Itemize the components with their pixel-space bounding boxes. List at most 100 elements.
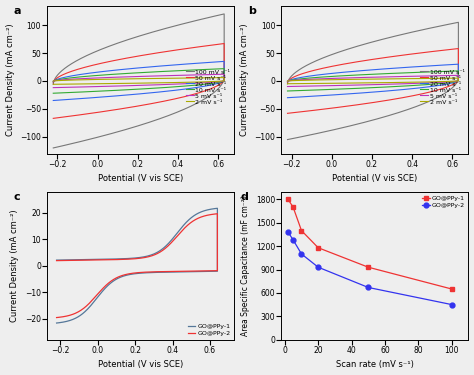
100 mV s⁻¹ xyxy=(400,32,406,36)
X-axis label: Scan rate (mV s⁻¹): Scan rate (mV s⁻¹) xyxy=(336,360,414,369)
10 mV s⁻¹ xyxy=(447,80,452,85)
Line: 50 mV s⁻¹: 50 mV s⁻¹ xyxy=(53,44,224,118)
Text: d: d xyxy=(240,192,248,202)
GO@PPy-1 xyxy=(96,257,102,262)
100 mV s⁻¹ xyxy=(50,146,56,150)
2 mV s⁻¹ xyxy=(212,79,218,84)
GO@PPy-1 xyxy=(193,212,199,216)
10 mV s⁻¹ xyxy=(205,82,211,86)
GO@PPy-2 xyxy=(54,258,59,263)
10 mV s⁻¹ xyxy=(50,79,56,84)
Legend: 100 mV s⁻¹, 50 mV s⁻¹, 20 mV s⁻¹, 10 mV s⁻¹, 5 mV s⁻¹, 2 mV s⁻¹: 100 mV s⁻¹, 50 mV s⁻¹, 20 mV s⁻¹, 10 mV … xyxy=(185,69,231,105)
10 mV s⁻¹ xyxy=(285,89,291,93)
Line: GO@PPy-1: GO@PPy-1 xyxy=(286,197,454,291)
10 mV s⁻¹ xyxy=(342,74,348,78)
Text: c: c xyxy=(14,192,20,202)
50 mV s⁻¹ xyxy=(221,41,227,46)
GO@PPy-2 xyxy=(365,285,371,290)
GO@PPy-2 xyxy=(54,315,59,320)
100 mV s⁻¹ xyxy=(205,94,211,99)
GO@PPy-1 xyxy=(162,244,168,249)
GO@PPy-1 xyxy=(299,228,304,233)
Line: 2 mV s⁻¹: 2 mV s⁻¹ xyxy=(53,78,224,84)
20 mV s⁻¹ xyxy=(50,98,56,103)
10 mV s⁻¹ xyxy=(456,69,461,73)
5 mV s⁻¹ xyxy=(50,86,56,90)
50 mV s⁻¹ xyxy=(96,62,101,66)
GO@PPy-1 xyxy=(449,287,455,291)
2 mV s⁻¹ xyxy=(199,76,204,80)
20 mV s⁻¹ xyxy=(439,82,445,87)
5 mV s⁻¹ xyxy=(221,72,227,76)
10 mV s⁻¹ xyxy=(199,68,204,72)
5 mV s⁻¹ xyxy=(212,80,218,84)
10 mV s⁻¹ xyxy=(50,91,56,96)
Line: 2 mV s⁻¹: 2 mV s⁻¹ xyxy=(288,78,458,84)
20 mV s⁻¹ xyxy=(212,82,218,86)
50 mV s⁻¹ xyxy=(205,87,211,92)
100 mV s⁻¹ xyxy=(447,88,452,92)
2 mV s⁻¹ xyxy=(400,76,406,81)
Legend: 100 mV s⁻¹, 50 mV s⁻¹, 20 mV s⁻¹, 10 mV s⁻¹, 5 mV s⁻¹, 2 mV s⁻¹: 100 mV s⁻¹, 50 mV s⁻¹, 20 mV s⁻¹, 10 mV … xyxy=(419,69,465,105)
20 mV s⁻¹ xyxy=(96,70,101,74)
50 mV s⁻¹ xyxy=(212,84,218,89)
2 mV s⁻¹ xyxy=(433,76,439,81)
5 mV s⁻¹ xyxy=(330,76,336,81)
2 mV s⁻¹ xyxy=(221,75,227,80)
50 mV s⁻¹ xyxy=(285,80,291,85)
50 mV s⁻¹ xyxy=(447,84,452,88)
2 mV s⁻¹ xyxy=(456,76,461,80)
2 mV s⁻¹ xyxy=(330,77,336,82)
20 mV s⁻¹ xyxy=(285,96,291,100)
2 mV s⁻¹ xyxy=(108,77,114,81)
Line: 10 mV s⁻¹: 10 mV s⁻¹ xyxy=(53,69,224,93)
GO@PPy-2 xyxy=(215,211,220,216)
Line: 100 mV s⁻¹: 100 mV s⁻¹ xyxy=(53,14,224,148)
GO@PPy-1 xyxy=(365,265,371,270)
2 mV s⁻¹ xyxy=(50,82,56,87)
Y-axis label: Current Density (mA cm⁻²): Current Density (mA cm⁻²) xyxy=(6,23,15,136)
2 mV s⁻¹ xyxy=(96,77,101,82)
20 mV s⁻¹ xyxy=(108,68,114,73)
GO@PPy-1 xyxy=(200,269,205,274)
GO@PPy-2 xyxy=(315,265,321,270)
100 mV s⁻¹ xyxy=(433,25,439,29)
10 mV s⁻¹ xyxy=(221,66,227,71)
2 mV s⁻¹ xyxy=(342,77,348,82)
2 mV s⁻¹ xyxy=(205,80,211,84)
20 mV s⁻¹ xyxy=(199,61,204,65)
100 mV s⁻¹ xyxy=(199,17,204,21)
10 mV s⁻¹ xyxy=(400,71,406,75)
2 mV s⁻¹ xyxy=(447,79,452,84)
50 mV s⁻¹ xyxy=(433,49,439,53)
50 mV s⁻¹ xyxy=(50,81,56,85)
GO@PPy-2 xyxy=(206,268,212,273)
5 mV s⁻¹ xyxy=(96,76,101,80)
GO@PPy-2 xyxy=(200,268,205,273)
20 mV s⁻¹ xyxy=(221,59,227,64)
X-axis label: Potential (V vis SCE): Potential (V vis SCE) xyxy=(98,360,183,369)
GO@PPy-1 xyxy=(215,206,220,210)
100 mV s⁻¹ xyxy=(439,93,445,97)
GO@PPy-1 xyxy=(315,246,321,250)
2 mV s⁻¹ xyxy=(285,79,291,83)
20 mV s⁻¹ xyxy=(330,71,336,75)
Line: GO@PPy-2: GO@PPy-2 xyxy=(56,214,218,318)
5 mV s⁻¹ xyxy=(50,79,56,84)
GO@PPy-2 xyxy=(193,217,199,222)
Legend: GO@PPy-1, GO@PPy-2: GO@PPy-1, GO@PPy-2 xyxy=(187,323,231,336)
50 mV s⁻¹ xyxy=(285,111,291,116)
10 mV s⁻¹ xyxy=(108,72,114,77)
50 mV s⁻¹ xyxy=(456,46,461,51)
2 mV s⁻¹ xyxy=(439,80,445,84)
10 mV s⁻¹ xyxy=(96,73,101,78)
10 mV s⁻¹ xyxy=(433,69,439,74)
X-axis label: Potential (V vis SCE): Potential (V vis SCE) xyxy=(332,174,418,183)
20 mV s⁻¹ xyxy=(50,80,56,84)
100 mV s⁻¹ xyxy=(342,48,348,52)
GO@PPy-2 xyxy=(162,246,168,251)
20 mV s⁻¹ xyxy=(433,63,439,68)
GO@PPy-1 xyxy=(54,321,59,325)
GO@PPy-2 xyxy=(108,258,114,262)
Y-axis label: Current Density (mA cm⁻²): Current Density (mA cm⁻²) xyxy=(240,23,249,136)
